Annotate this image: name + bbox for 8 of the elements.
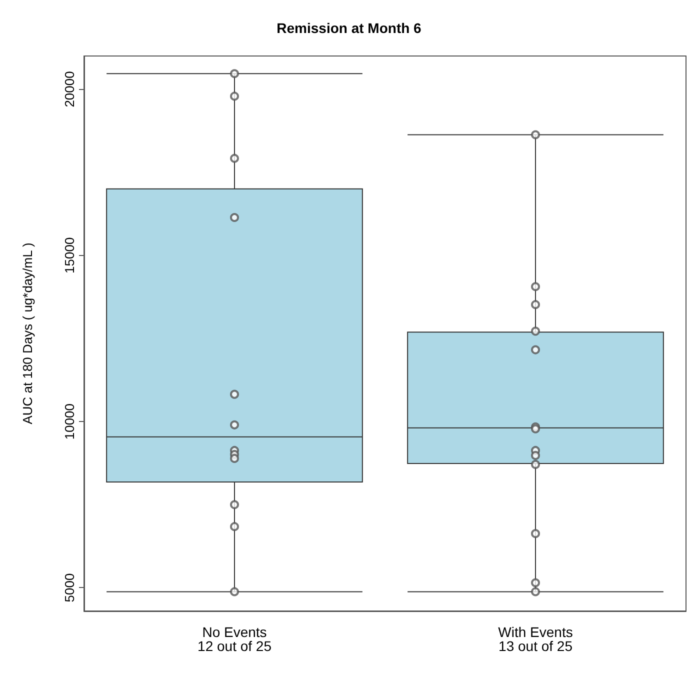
y-tick-label: 10000 [62, 403, 77, 440]
y-tick-label: 15000 [62, 237, 77, 274]
y-tick-label: 5000 [62, 573, 77, 602]
x-tick-label: No Events 12 out of 25 [198, 624, 272, 654]
x-tick-label: With Events 13 out of 25 [498, 624, 573, 654]
y-tick-label: 20000 [62, 71, 77, 108]
chart-title: Remission at Month 6 [276, 20, 422, 36]
y-axis-title: AUC at 180 Days ( ug*day/mL ) [20, 242, 35, 424]
